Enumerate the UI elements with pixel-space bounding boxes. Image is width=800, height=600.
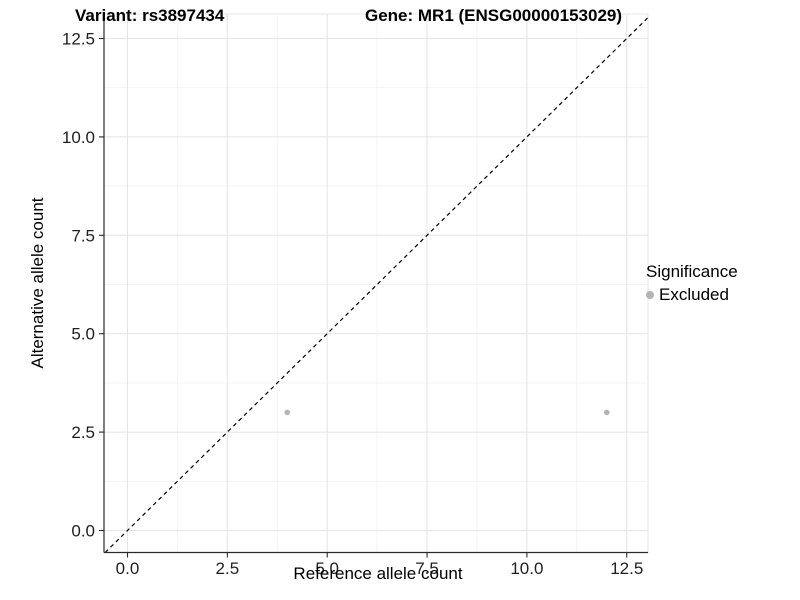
y-axis-title: Alternative allele count (28, 197, 47, 369)
x-tick-label: 5.0 (315, 559, 339, 578)
x-tick-label: 2.5 (216, 559, 240, 578)
y-tick-label: 12.5 (62, 30, 95, 49)
x-tick-label: 0.0 (116, 559, 140, 578)
y-tick-label: 2.5 (71, 423, 95, 442)
legend-item-label: Excluded (659, 285, 729, 304)
legend: Significance Excluded (646, 262, 738, 305)
legend-title: Significance (646, 262, 738, 281)
y-tick-label: 7.5 (71, 226, 95, 245)
data-point (603, 409, 610, 416)
x-tick-label: 10.0 (510, 559, 543, 578)
x-tick-label: 7.5 (415, 559, 439, 578)
y-tick-label: 0.0 (71, 522, 95, 541)
y-tick-label: 5.0 (71, 325, 95, 344)
x-axis-title: Reference allele count (293, 564, 463, 583)
plot-panel (103, 13, 649, 553)
y-tick-label: 10.0 (62, 128, 95, 147)
gene-title: Gene: MR1 (ENSG00000153029) (365, 6, 623, 25)
legend-item-excluded: Excluded (646, 285, 738, 305)
data-point (284, 409, 291, 416)
variant-title: Variant: rs3897434 (75, 6, 225, 25)
excluded-point-icon (646, 291, 654, 299)
x-tick-label: 12.5 (610, 559, 643, 578)
